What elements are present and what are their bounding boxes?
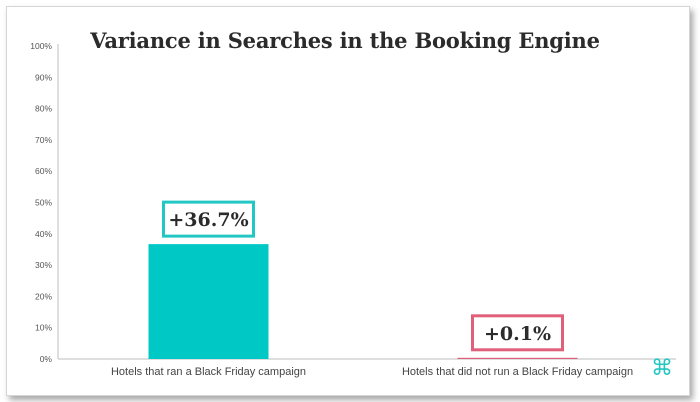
- y-tick-label: 30%: [35, 260, 52, 270]
- y-tick-label: 40%: [35, 229, 52, 239]
- data-label: +0.1%: [484, 323, 551, 345]
- data-label-box: [471, 314, 564, 352]
- y-tick-label: 70%: [35, 135, 52, 145]
- bar: [148, 244, 269, 359]
- y-tick-label: 10%: [35, 323, 52, 333]
- data-label: +36.7%: [168, 209, 248, 231]
- chart-frame: [6, 6, 690, 396]
- bar: [457, 357, 578, 359]
- x-tick-label: Hotels that did not run a Black Friday c…: [402, 366, 633, 378]
- y-tick-label: 0%: [40, 354, 53, 364]
- x-tick-label: Hotels that ran a Black Friday campaign: [111, 366, 306, 378]
- y-tick-label: 20%: [35, 291, 52, 301]
- chart-title: Variance in Searches in the Booking Engi…: [90, 28, 600, 53]
- y-tick-label: 100%: [30, 41, 52, 51]
- command-key-icon: ⌘: [651, 355, 673, 380]
- data-label-box: [162, 200, 255, 238]
- y-tick-label: 50%: [35, 198, 52, 208]
- y-tick-label: 60%: [35, 166, 52, 176]
- y-tick-label: 90%: [35, 72, 52, 82]
- y-tick-label: 80%: [35, 104, 52, 114]
